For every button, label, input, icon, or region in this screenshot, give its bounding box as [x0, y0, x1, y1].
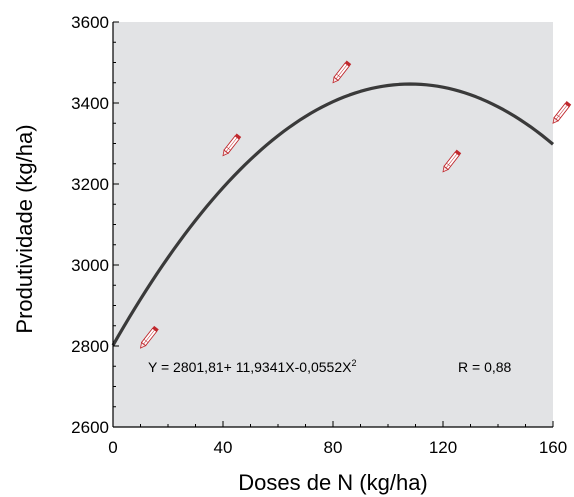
plot-area — [113, 22, 553, 427]
equation-text: Y = 2801,81+ 11,9341X-0,0552X2 — [148, 358, 356, 375]
y-axis-title: Produtividade (kg/ha) — [12, 124, 37, 333]
x-tick-label: 40 — [214, 438, 233, 457]
fit-curve — [111, 82, 555, 347]
y-tick-label: 2800 — [71, 337, 109, 356]
ticks-layer: 2600 2800 3000 3200 3400 3600 0 40 80 120 160 — [71, 13, 567, 457]
equation-prefix: Y = 2801,81+ 11,9341X-0,0552X — [148, 359, 352, 375]
pencil-icon — [222, 133, 242, 157]
y-tick-label: 3400 — [71, 94, 109, 113]
pencil-icon — [442, 149, 462, 173]
equation-exponent: 2 — [351, 358, 356, 368]
x-tick-label: 0 — [108, 438, 117, 457]
x-tick-label: 160 — [539, 438, 567, 457]
y-tick-label: 3200 — [71, 175, 109, 194]
y-tick-label: 3600 — [71, 13, 109, 32]
x-tick-label: 120 — [429, 438, 457, 457]
pencil-icon — [332, 60, 352, 84]
fit-layer — [111, 82, 555, 347]
y-tick-label: 3000 — [71, 256, 109, 275]
x-axis-title: Doses de N (kg/ha) — [238, 470, 428, 495]
y-tick-label: 2600 — [71, 418, 109, 437]
pencil-icon — [552, 101, 572, 124]
x-tick-label: 80 — [324, 438, 343, 457]
r-value-text: R = 0,88 — [458, 359, 512, 375]
equation-annotation: Y = 2801,81+ 11,9341X-0,0552X2 R = 0,88 — [148, 358, 512, 375]
pencil-icon — [139, 325, 159, 349]
points-layer — [139, 60, 572, 349]
